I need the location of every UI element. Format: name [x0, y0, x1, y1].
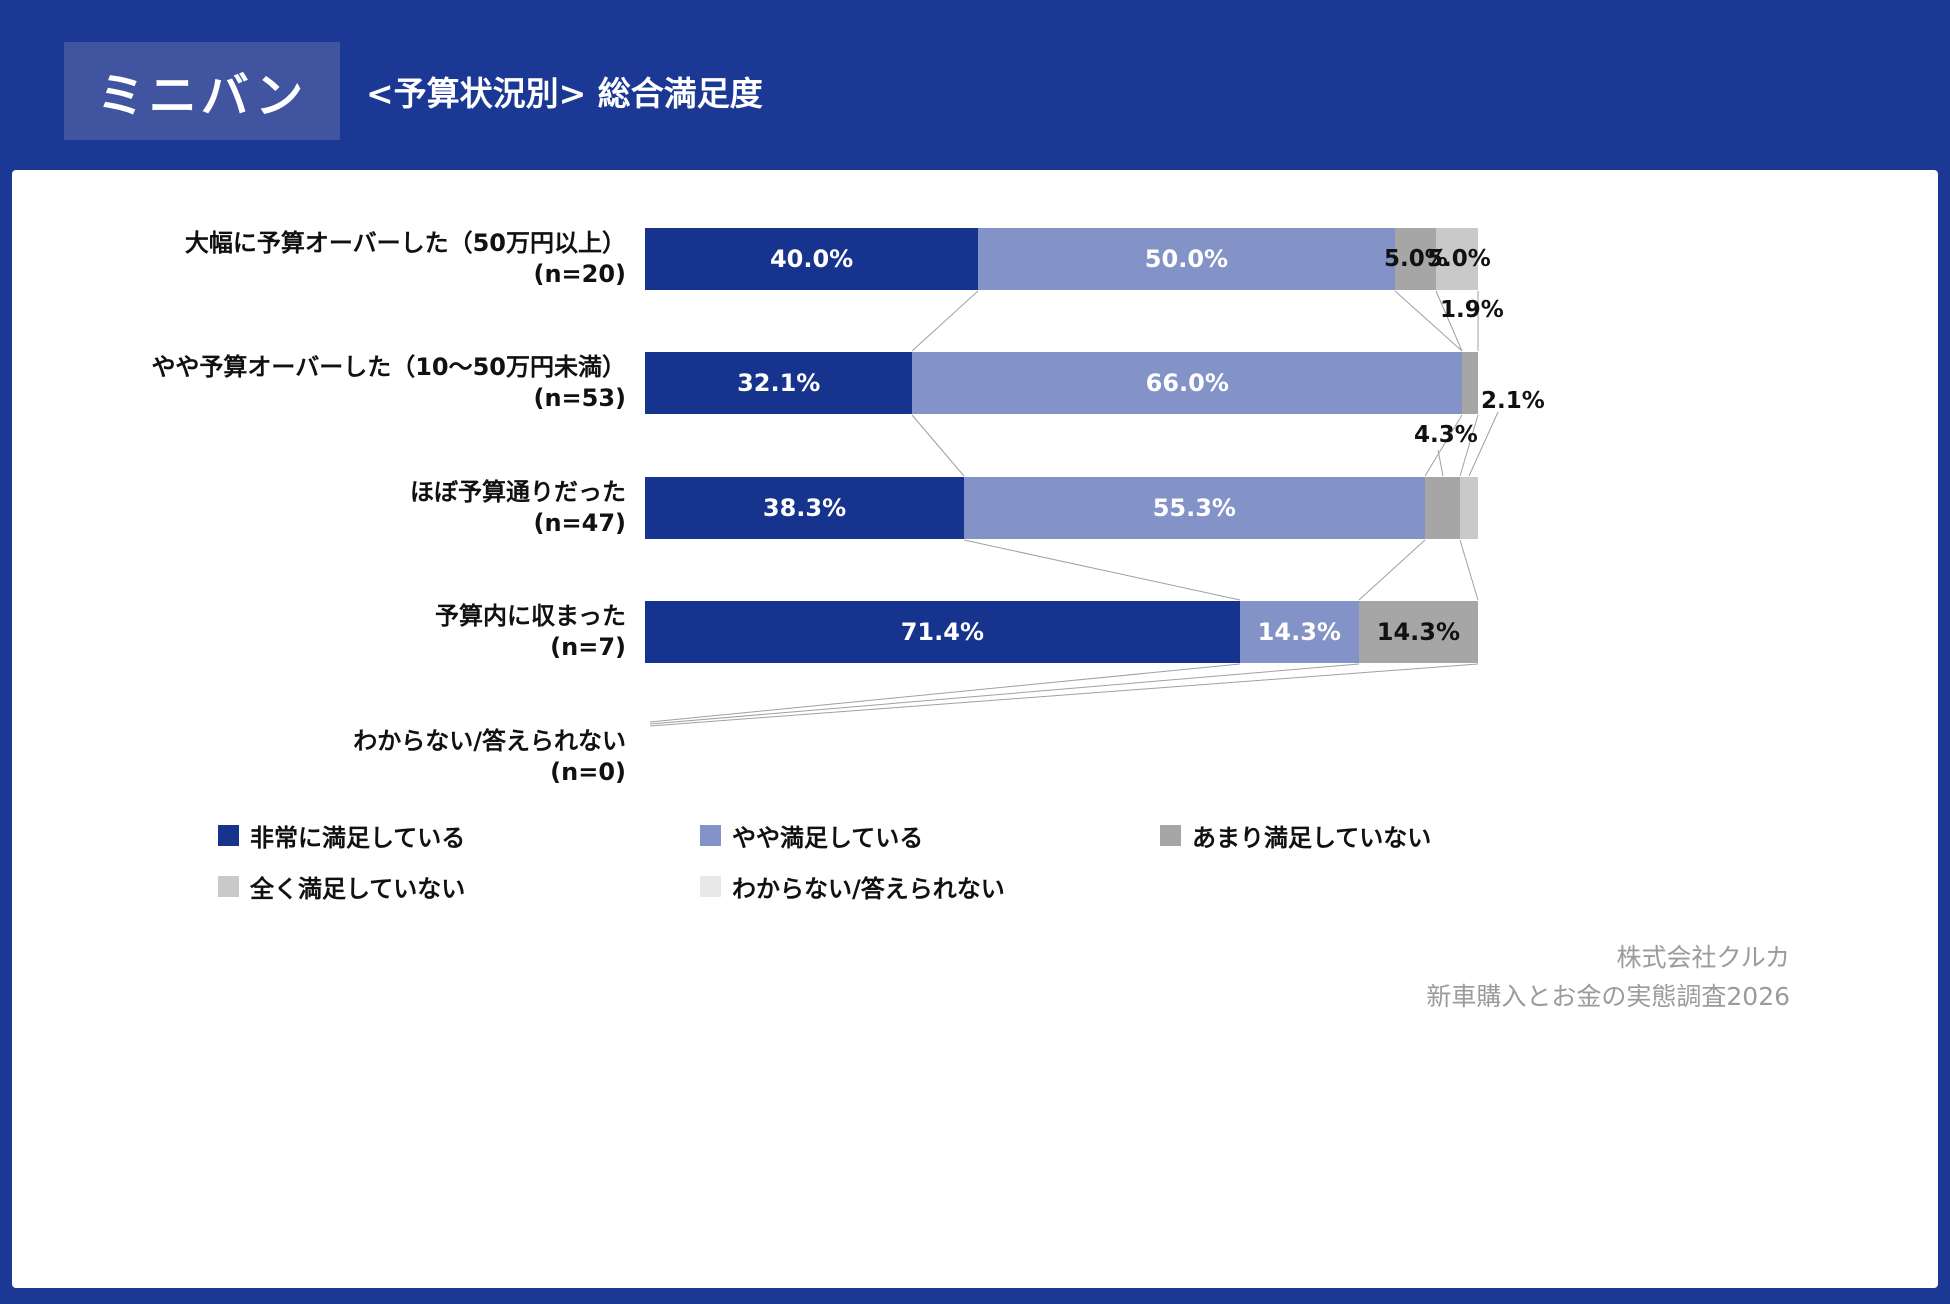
category-name: わからない/答えられない	[353, 727, 626, 755]
bar-segment-1: 71.4%	[645, 601, 1240, 663]
category-n: (n=47)	[533, 509, 626, 537]
bar-segment-2: 55.3%	[964, 477, 1425, 539]
bar-segment-1: 32.1%	[645, 352, 913, 414]
category-label: わからない/答えられない (n=0)	[14, 726, 626, 788]
category-name: 大幅に予算オーバーした（50万円以上）	[184, 229, 626, 257]
bar-segment-1: 38.3%	[645, 477, 965, 539]
category-label: 予算内に収まった (n=7)	[14, 601, 626, 663]
bar-segment-4	[1436, 228, 1478, 290]
category-n: (n=0)	[550, 758, 626, 786]
bar-row: 40.0% 50.0%	[645, 228, 1478, 290]
legend-swatch-5	[700, 876, 721, 897]
legend-swatch-2	[700, 825, 721, 846]
bar-segment-3	[1424, 477, 1461, 539]
source-footer: 株式会社クルカ 新車購入とお金の実態調査2026	[1426, 938, 1790, 1016]
category-badge: ミニバン	[64, 42, 340, 140]
category-name: やや予算オーバーした（10〜50万円未満）	[151, 353, 626, 381]
bar-row: 71.4% 14.3% 14.3%	[645, 601, 1478, 663]
legend-item-5: わからない/答えられない	[700, 869, 1160, 904]
source-company: 株式会社クルカ	[1616, 943, 1790, 972]
source-survey: 新車購入とお金の実態調査2026	[1426, 982, 1790, 1011]
category-label: やや予算オーバーした（10〜50万円未満） (n=53)	[14, 352, 626, 414]
bar-segment-3	[1462, 352, 1478, 414]
category-name: ほぼ予算通りだった	[410, 478, 626, 506]
category-n: (n=53)	[533, 384, 626, 412]
bar-row: 32.1% 66.0%	[645, 352, 1478, 414]
bar-segment-4	[1460, 477, 1478, 539]
bar-segment-2: 14.3%	[1239, 601, 1359, 663]
category-n: (n=7)	[550, 633, 626, 661]
bar-segment-3: 14.3%	[1358, 601, 1478, 663]
legend-label-4: 全く満足していない	[250, 875, 466, 903]
legend-swatch-4	[218, 876, 239, 897]
category-name: 予算内に収まった	[434, 602, 626, 630]
bar-segment-1: 40.0%	[645, 228, 979, 290]
bar-segment-3	[1394, 228, 1437, 290]
legend-item-2: やや満足している	[700, 818, 1160, 853]
legend-label-1: 非常に満足している	[250, 824, 466, 852]
legend-item-4: 全く満足していない	[218, 869, 700, 904]
legend-item-1: 非常に満足している	[218, 818, 700, 853]
bar-segment-2: 50.0%	[978, 228, 1395, 290]
legend-item-3: あまり満足していない	[1160, 818, 1720, 853]
category-label: 大幅に予算オーバーした（50万円以上） (n=20)	[14, 228, 626, 290]
legend-label-3: あまり満足していない	[1192, 824, 1432, 852]
legend-label-5: わからない/答えられない	[732, 875, 1005, 903]
category-label: ほぼ予算通りだった (n=47)	[14, 477, 626, 539]
bar-row: 38.3% 55.3%	[645, 477, 1478, 539]
legend-swatch-1	[218, 825, 239, 846]
bar-segment-2: 66.0%	[912, 352, 1463, 414]
legend-swatch-3	[1160, 825, 1181, 846]
category-n: (n=20)	[533, 260, 626, 288]
legend-label-2: やや満足している	[732, 824, 924, 852]
page-title: <予算状況別> 総合満足度	[366, 74, 763, 113]
chart-legend: 非常に満足している やや満足している あまり満足していない全く満足していない わからな…	[218, 818, 1720, 904]
